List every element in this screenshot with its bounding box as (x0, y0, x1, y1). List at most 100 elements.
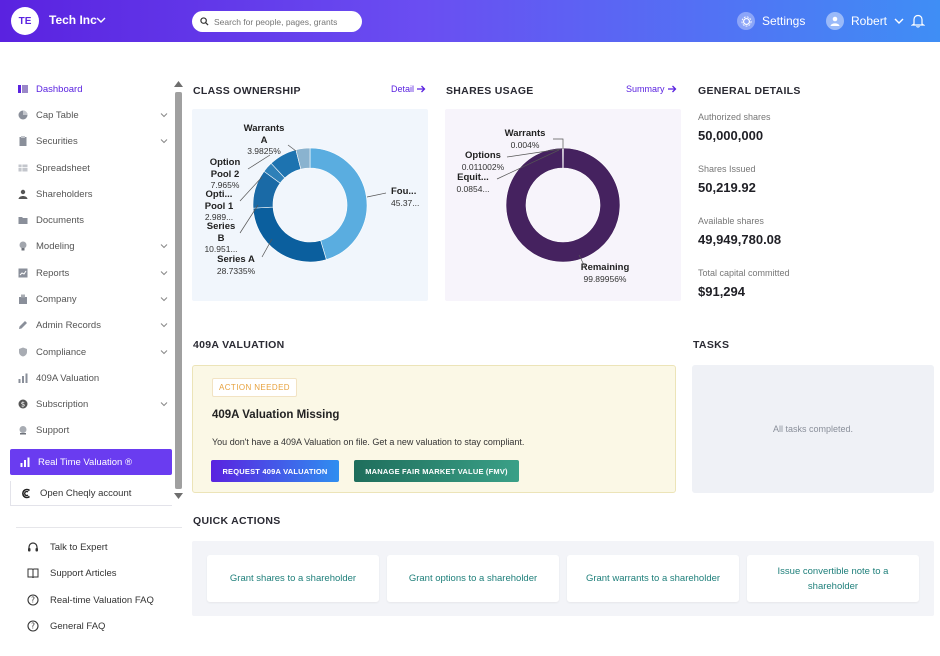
chart-leader-line (553, 138, 564, 149)
gear-icon (737, 12, 755, 30)
sidebar-item-subscription[interactable]: $ Subscription (12, 394, 172, 414)
chart-leader-line (247, 154, 271, 170)
sidebar-item-label: 409A Valuation (36, 372, 100, 384)
ownership-label-series-a: Series A 28.7335% (216, 254, 256, 276)
total-capital-label: Total capital committed (698, 268, 790, 278)
ownership-label-option-pool-1: Opti... Pool 1 2.989... (204, 189, 234, 222)
chevron-down-icon (160, 350, 168, 355)
chevron-down-icon[interactable] (96, 15, 106, 25)
realtime-valuation-label: Real Time Valuation ® (38, 456, 132, 468)
sidebar-item-admin-records[interactable]: Admin Records (12, 315, 172, 335)
talk-to-expert-link[interactable]: Talk to Expert (27, 541, 108, 553)
sidebar-item-reports[interactable]: Reports (12, 263, 172, 283)
sidebar-item-409a-valuation[interactable]: 409A Valuation (12, 368, 172, 388)
chevron-down-icon (160, 113, 168, 118)
quick-actions-title: QUICK ACTIONS (193, 515, 281, 527)
donut-slice-founders[interactable] (309, 147, 368, 260)
chart-leader-line (287, 144, 297, 152)
summary-link-label: Summary (626, 84, 665, 94)
bar-chart-icon (18, 373, 28, 383)
sidebar-item-label: Compliance (36, 346, 87, 358)
shares-usage-donut-chart (496, 138, 621, 268)
sidebar-item-label: Cap Table (36, 109, 79, 121)
summary-link[interactable]: Summary (626, 84, 677, 94)
bar-chart-icon (20, 457, 30, 467)
shares-usage-title: SHARES USAGE (446, 85, 534, 97)
grant-shares-action[interactable]: Grant shares to a shareholder (207, 555, 379, 602)
chart-leader-line (239, 176, 263, 202)
sidebar-item-support[interactable]: Support (12, 420, 172, 440)
question-icon: ? (27, 620, 39, 632)
user-avatar-icon (826, 12, 844, 30)
building-icon (19, 294, 27, 304)
sidebar-scrollbar-thumb[interactable] (175, 92, 182, 489)
grant-options-action[interactable]: Grant options to a shareholder (387, 555, 559, 602)
person-icon (18, 189, 28, 199)
usage-label-equity: Equit... 0.0854... (456, 172, 490, 194)
sidebar-divider (16, 527, 182, 528)
available-shares-label: Available shares (698, 216, 764, 226)
sidebar-item-label: Reports (36, 267, 70, 279)
donut-slice-warrants-a[interactable] (295, 147, 311, 170)
company-name[interactable]: Tech Inc (49, 13, 97, 27)
chevron-down-icon (160, 244, 168, 249)
folder-icon (18, 217, 28, 224)
chart-leader-line (239, 204, 259, 234)
request-409a-valuation-button[interactable]: REQUEST 409A VALUATION (211, 460, 339, 482)
sidebar-item-dashboard[interactable]: Dashboard (12, 79, 172, 99)
scroll-down-icon[interactable] (173, 492, 184, 500)
sidebar-item-company[interactable]: Company (12, 289, 172, 309)
valuation-alert-title: 409A Valuation Missing (212, 409, 340, 421)
tasks-panel: All tasks completed. (692, 365, 934, 493)
chevron-down-icon (160, 297, 168, 302)
reports-icon (18, 268, 28, 278)
company-avatar[interactable]: TE (11, 7, 39, 35)
sidebar-item-modeling[interactable]: Modeling (12, 236, 172, 256)
search-input[interactable] (214, 16, 354, 27)
general-faq-link[interactable]: ? General FAQ (27, 620, 105, 632)
lightbulb-icon (19, 241, 27, 251)
usage-label-options: Options 0.011002% (461, 150, 505, 172)
sidebar-item-label: Dashboard (36, 83, 83, 95)
search-box[interactable] (192, 11, 362, 32)
grant-warrants-action[interactable]: Grant warrants to a shareholder (567, 555, 739, 602)
cheqly-logo-icon (22, 488, 31, 498)
manage-fmv-button[interactable]: MANAGE FAIR MARKET VALUE (FMV) (354, 460, 519, 482)
support-articles-link[interactable]: Support Articles (27, 567, 117, 579)
issue-convertible-note-action[interactable]: Issue convertible note to a shareholder (747, 555, 919, 602)
valuation-alert-card: ACTION NEEDED 409A Valuation Missing You… (192, 365, 676, 493)
donut-slice-remaining[interactable] (505, 147, 621, 263)
realtime-valuation-faq-link[interactable]: ? Real-time Valuation FAQ (27, 594, 154, 606)
sidebar-item-label: Support (36, 424, 70, 436)
bell-icon[interactable] (911, 13, 925, 28)
chart-leader-line (578, 254, 586, 268)
svg-text:?: ? (31, 622, 35, 631)
arrow-right-icon (667, 85, 676, 93)
detail-link[interactable]: Detail (391, 84, 426, 94)
dollar-icon: $ (18, 399, 28, 409)
settings-button[interactable]: Settings (737, 12, 805, 30)
question-icon: ? (27, 594, 39, 606)
user-menu[interactable]: Robert (826, 12, 904, 30)
open-cheqly-account-button[interactable]: Open Cheqly account (10, 481, 172, 506)
class-ownership-title: CLASS OWNERSHIP (193, 85, 301, 97)
settings-label: Settings (762, 14, 806, 28)
dashboard-icon (18, 85, 28, 93)
shares-usage-panel (445, 109, 681, 301)
help-label: Talk to Expert (50, 541, 108, 553)
sidebar-item-spreadsheet[interactable]: Spreadsheet (12, 158, 172, 178)
sidebar-item-shareholders[interactable]: Shareholders (12, 184, 172, 204)
chart-leader-line (506, 148, 562, 158)
total-capital-value: $91,294 (698, 284, 745, 299)
sidebar-item-documents[interactable]: Documents (12, 210, 172, 230)
sidebar-item-securities[interactable]: Securities (12, 131, 172, 151)
usage-label-remaining: Remaining 99.89956% (580, 262, 630, 284)
realtime-valuation-button[interactable]: Real Time Valuation ® (10, 449, 172, 475)
chevron-down-icon (160, 139, 168, 144)
help-label: Real-time Valuation FAQ (50, 594, 154, 606)
scroll-up-icon[interactable] (173, 80, 184, 88)
sidebar-item-compliance[interactable]: Compliance (12, 342, 172, 362)
pie-chart-icon (18, 110, 28, 120)
detail-link-label: Detail (391, 84, 415, 94)
sidebar-item-cap-table[interactable]: Cap Table (12, 105, 172, 125)
